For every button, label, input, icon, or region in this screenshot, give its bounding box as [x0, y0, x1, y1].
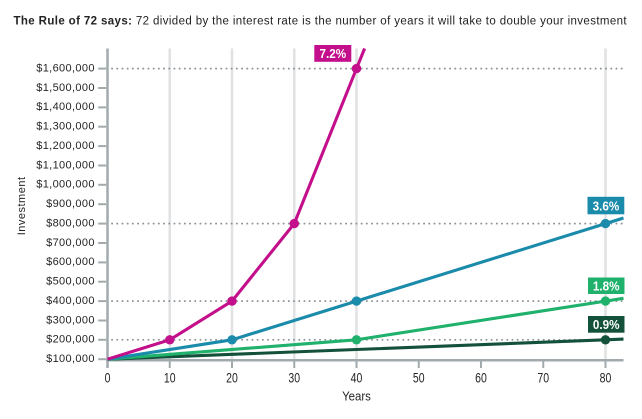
svg-text:$1,100,000: $1,100,000	[36, 159, 95, 171]
svg-text:30: 30	[288, 370, 300, 386]
svg-text:$1,000,000: $1,000,000	[36, 179, 95, 191]
svg-text:$200,000: $200,000	[46, 334, 95, 346]
svg-text:$300,000: $300,000	[46, 314, 95, 326]
svg-text:$1,600,000: $1,600,000	[36, 62, 95, 74]
svg-text:10: 10	[164, 370, 176, 386]
svg-text:80: 80	[600, 370, 612, 386]
svg-text:Investment: Investment	[16, 176, 28, 235]
svg-text:7.2%: 7.2%	[319, 46, 346, 61]
svg-text:0: 0	[105, 370, 111, 386]
svg-text:$1,200,000: $1,200,000	[36, 140, 95, 152]
svg-text:50: 50	[413, 370, 425, 386]
svg-text:$900,000: $900,000	[46, 198, 95, 210]
svg-text:$700,000: $700,000	[46, 237, 95, 249]
svg-text:$600,000: $600,000	[46, 256, 95, 268]
svg-text:The Rule of 72 says: 72 divide: The Rule of 72 says: 72 divided by the i…	[14, 16, 628, 28]
svg-text:$1,400,000: $1,400,000	[36, 101, 95, 113]
svg-text:3.6%: 3.6%	[593, 199, 620, 214]
svg-text:$500,000: $500,000	[46, 276, 95, 288]
svg-text:0.9%: 0.9%	[593, 318, 620, 333]
svg-text:60: 60	[475, 370, 487, 386]
svg-text:1.8%: 1.8%	[593, 279, 620, 294]
svg-text:$800,000: $800,000	[46, 217, 95, 229]
svg-text:$100,000: $100,000	[46, 353, 95, 365]
svg-text:70: 70	[537, 370, 549, 386]
svg-text:40: 40	[351, 370, 363, 386]
svg-text:$400,000: $400,000	[46, 295, 95, 307]
svg-text:$1,500,000: $1,500,000	[36, 82, 95, 94]
svg-text:Years: Years	[342, 389, 371, 404]
svg-text:20: 20	[226, 370, 238, 386]
svg-text:$1,300,000: $1,300,000	[36, 121, 95, 133]
